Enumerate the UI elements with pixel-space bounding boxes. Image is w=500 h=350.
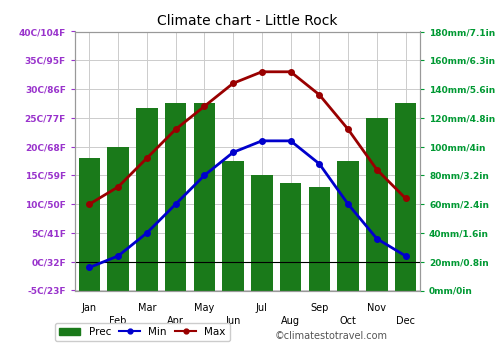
Text: Nov: Nov <box>368 303 386 313</box>
Text: Dec: Dec <box>396 315 415 326</box>
Text: Jul: Jul <box>256 303 268 313</box>
Text: ©climatestotravel.com: ©climatestotravel.com <box>275 331 388 341</box>
Bar <box>78 158 100 290</box>
Text: Jan: Jan <box>82 303 97 313</box>
Text: Feb: Feb <box>110 315 127 326</box>
Text: Apr: Apr <box>167 315 184 326</box>
Text: Aug: Aug <box>281 315 300 326</box>
Title: Climate chart - Little Rock: Climate chart - Little Rock <box>157 14 338 28</box>
Bar <box>251 175 272 290</box>
Bar <box>136 108 158 290</box>
Bar <box>108 147 129 290</box>
Bar <box>366 118 388 290</box>
Bar <box>280 183 301 290</box>
Text: May: May <box>194 303 214 313</box>
Bar <box>194 104 215 290</box>
Legend: Prec, Min, Max: Prec, Min, Max <box>55 323 230 341</box>
Bar <box>165 104 186 290</box>
Text: Oct: Oct <box>340 315 356 326</box>
Bar <box>222 161 244 290</box>
Text: Jun: Jun <box>226 315 241 326</box>
Text: Mar: Mar <box>138 303 156 313</box>
Bar <box>395 104 416 290</box>
Bar <box>308 187 330 290</box>
Text: Sep: Sep <box>310 303 328 313</box>
Bar <box>338 161 359 290</box>
